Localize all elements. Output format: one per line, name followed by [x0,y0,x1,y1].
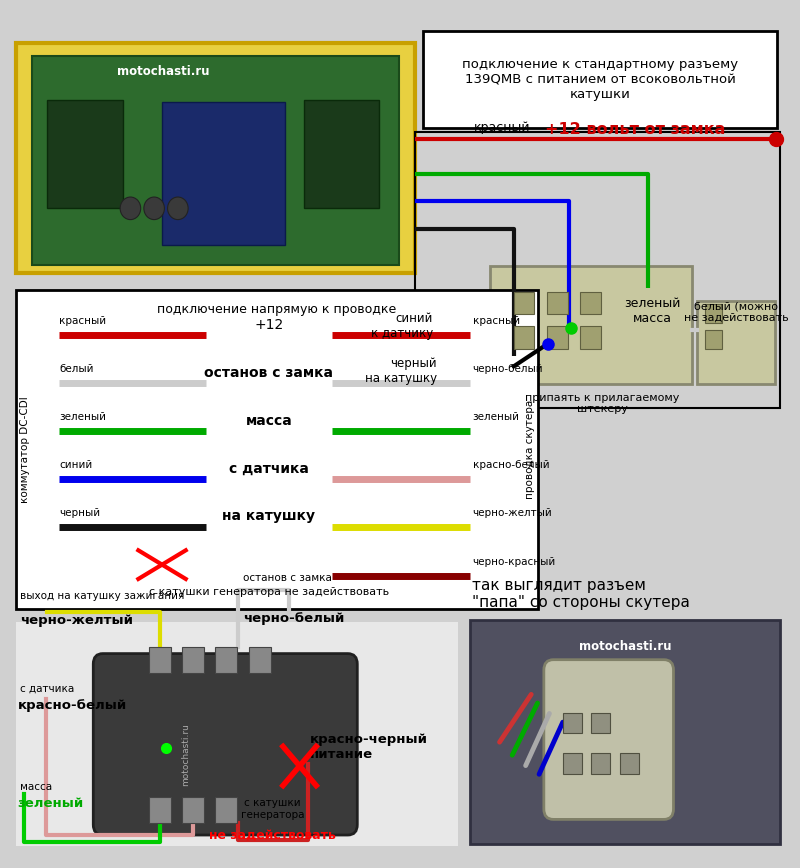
Text: красный: красный [473,316,520,326]
Text: черный
на катушку: черный на катушку [365,357,437,385]
Bar [215,647,237,673]
Text: синий
к датчику: синий к датчику [371,312,433,340]
Text: зеленый: зеленый [59,412,106,422]
Text: подключение к стандартному разъему
139QMB с питанием от всоковольтной
катушки: подключение к стандартному разъему 139QM… [462,58,738,102]
Text: выход на катушку зажигания: выход на катушку зажигания [20,590,184,601]
Text: зеленый
масса: зеленый масса [624,297,680,325]
Bar [162,102,285,245]
Bar [563,753,582,774]
Text: масса: масса [20,782,52,792]
FancyBboxPatch shape [470,620,780,844]
Circle shape [120,197,141,220]
Bar [47,100,122,208]
Text: так выглядит разъем
"папа" со стороны скутера: так выглядит разъем "папа" со стороны ск… [472,578,690,610]
Text: черно-красный: черно-красный [473,557,556,568]
Text: останов с замка: останов с замка [204,365,334,379]
Bar [705,330,722,349]
Text: припаять к прилагаемому
штекеру: припаять к прилагаемому штекеру [525,393,679,414]
FancyBboxPatch shape [490,266,692,384]
Text: на катушку: на катушку [222,510,315,523]
FancyBboxPatch shape [423,31,777,128]
Bar [215,797,237,823]
FancyBboxPatch shape [16,43,415,273]
Text: белый: белый [59,365,94,374]
Text: красно-черный
питание: красно-черный питание [310,733,428,761]
Bar [547,326,567,349]
FancyBboxPatch shape [32,56,399,265]
Text: зеленый: зеленый [473,412,520,422]
Text: синий: синий [59,460,93,470]
Bar [591,713,610,733]
FancyBboxPatch shape [16,290,538,609]
Bar [580,326,601,349]
Bar [182,797,204,823]
Bar [304,100,379,208]
Bar [580,292,601,314]
Bar [705,304,722,323]
Text: +12: +12 [254,318,283,332]
Text: красно-белый: красно-белый [18,699,126,712]
Bar [547,292,567,314]
Bar [620,753,638,774]
Text: не задействовать: не задействовать [210,829,336,841]
Text: motochasti.ru: motochasti.ru [182,723,190,786]
FancyBboxPatch shape [697,301,774,384]
Circle shape [144,197,165,220]
Bar [514,326,534,349]
Text: красно-белый: красно-белый [473,460,550,470]
FancyBboxPatch shape [16,622,458,846]
FancyBboxPatch shape [94,654,358,835]
Text: черно-желтый: черно-желтый [473,508,553,518]
Bar [149,647,170,673]
Text: с датчика: с датчика [229,462,309,476]
Text: останов с замка: останов с замка [243,573,332,583]
Circle shape [167,197,188,220]
Text: зеленый: зеленый [18,797,84,810]
Text: motochasti.ru: motochasti.ru [579,641,671,653]
Text: с датчика: с датчика [20,683,74,694]
Text: проводка скутера: проводка скутера [525,400,534,499]
Text: с катушки генератора не задействовать: с катушки генератора не задействовать [149,587,389,597]
Text: красный: красный [59,316,106,326]
Bar [563,713,582,733]
Text: подключение напрямую к проводке: подключение напрямую к проводке [157,303,396,315]
Bar [514,292,534,314]
Bar [591,753,610,774]
Text: motochasti.ru: motochasti.ru [117,65,210,77]
Text: +12 вольт от замка: +12 вольт от замка [546,122,726,137]
Bar [249,647,271,673]
Text: коммутатор DC-CDI: коммутатор DC-CDI [20,397,30,503]
Text: черный: черный [59,508,101,518]
Text: красный: красный [474,122,530,134]
FancyBboxPatch shape [544,660,674,819]
Text: с катушки
генератора: с катушки генератора [241,799,305,819]
Text: белый (можно
не задействовать: белый (можно не задействовать [684,301,788,323]
Text: масса: масса [246,413,292,428]
Text: черно-белый: черно-белый [473,365,543,374]
Bar [149,797,170,823]
Text: черно-белый: черно-белый [243,612,345,625]
Text: черно-желтый: черно-желтый [20,614,133,627]
Bar [182,647,204,673]
